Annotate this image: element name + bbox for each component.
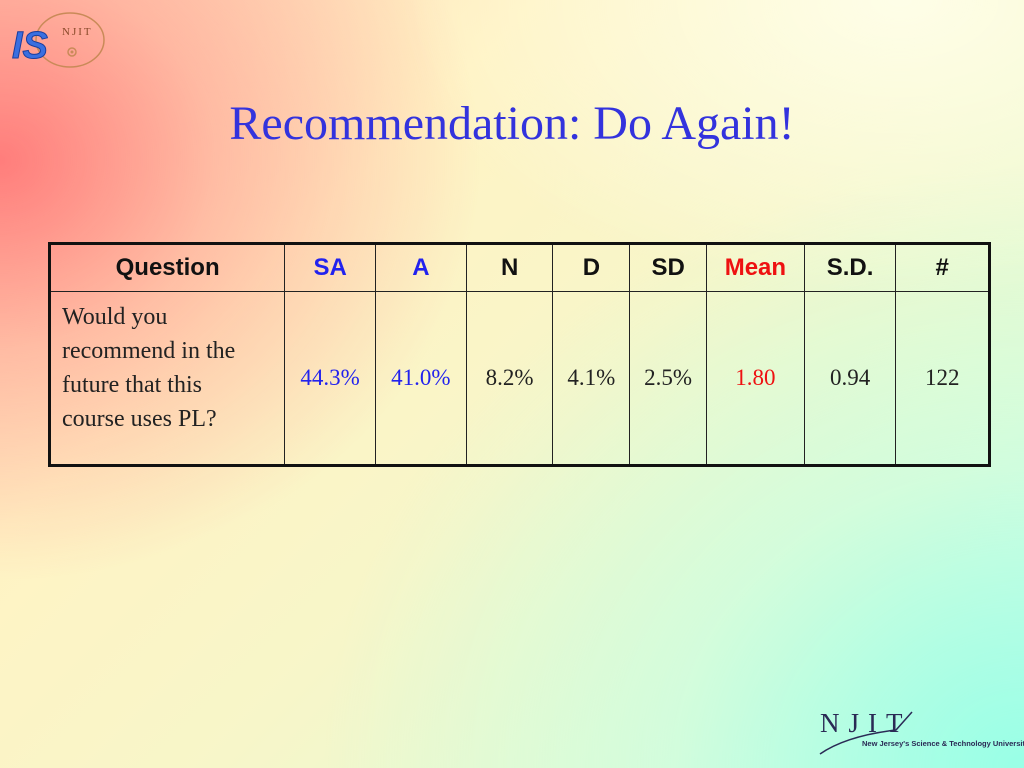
survey-results-table: Question SA A N D SD Mean S.D. # Would y…: [48, 242, 991, 467]
header-d: D: [552, 243, 631, 292]
value-mean: 1.80: [706, 291, 805, 466]
question-cell: Would you recommend in the future that thi…: [48, 291, 286, 466]
value-count: 122: [895, 291, 990, 466]
header-sd: SD: [629, 243, 708, 292]
slide-title: Recommendation: Do Again!: [229, 97, 795, 150]
header-sa: SA: [284, 243, 376, 292]
njit-logo-text: NJIT: [820, 708, 912, 738]
value-sa: 44.3%: [284, 291, 376, 466]
header-count: #: [895, 243, 990, 292]
njit-tagline: New Jersey's Science & Technology Univer…: [862, 739, 1024, 748]
njit-logo-small-text: NJIT: [62, 26, 93, 38]
is-njit-logo: IS NJIT: [12, 12, 105, 68]
header-std-dev: S.D.: [803, 243, 897, 292]
table-header-row: Question SA A N D SD Mean S.D. #: [48, 243, 990, 292]
header-question: Question: [48, 243, 286, 292]
value-sd: 2.5%: [629, 291, 708, 466]
njit-university-logo: NJIT: [819, 708, 913, 755]
value-d: 4.1%: [552, 291, 631, 466]
is-logo-text: IS: [12, 25, 48, 67]
header-mean: Mean: [706, 243, 805, 292]
table-row: Would you recommend in the future that thi…: [48, 291, 990, 466]
header-a: A: [375, 243, 467, 292]
value-std-dev: 0.94: [803, 291, 897, 466]
header-n: N: [465, 243, 554, 292]
question-line: course uses PL?: [62, 406, 217, 432]
value-a: 41.0%: [375, 291, 467, 466]
question-line: recommend in the: [62, 338, 236, 364]
question-line: future that this: [62, 372, 202, 398]
value-n: 8.2%: [465, 291, 554, 466]
question-line: Would you: [62, 304, 168, 330]
